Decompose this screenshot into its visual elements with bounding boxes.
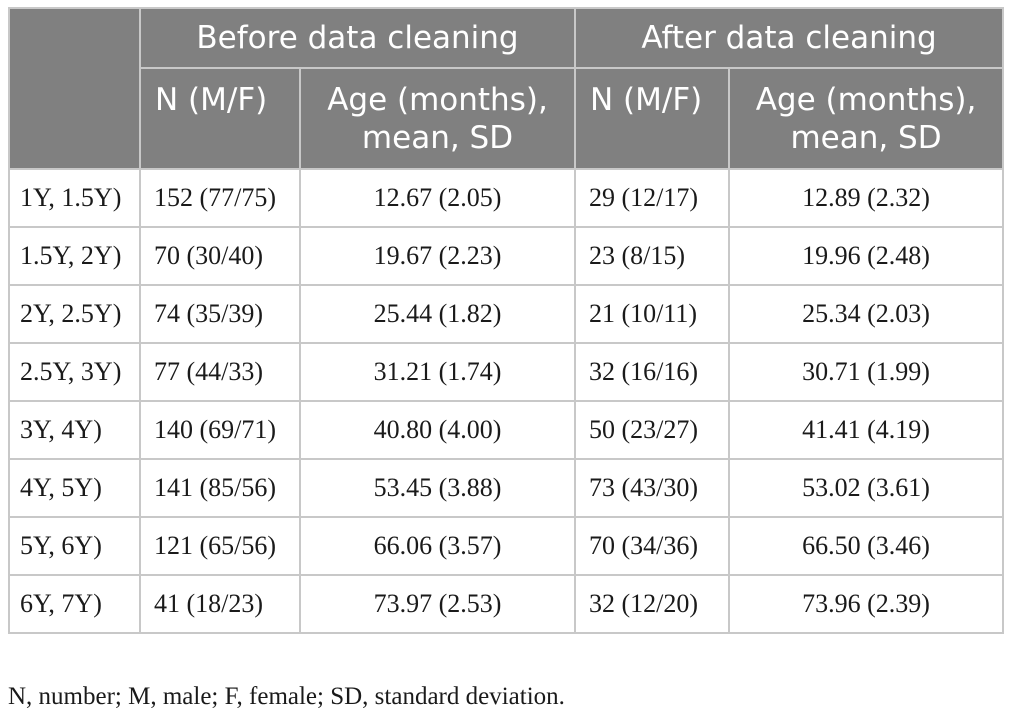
table-row: 2.5Y, 3Y) 77 (44/33) 31.21 (1.74) 32 (16… <box>8 342 1005 402</box>
header-before-age-line1: Age (months), <box>327 82 548 118</box>
data-table: Before data cleaning After data cleaning… <box>8 7 1005 634</box>
header-row-groups: Before data cleaning After data cleaning <box>8 7 1005 170</box>
table-row: 6Y, 7Y) 41 (18/23) 73.97 (2.53) 32 (12/2… <box>8 574 1005 634</box>
after-n-cell: 32 (12/20) <box>574 574 731 634</box>
table-row: 4Y, 5Y) 141 (85/56) 53.45 (3.88) 73 (43/… <box>8 458 1005 518</box>
table-row: 5Y, 6Y) 121 (65/56) 66.06 (3.57) 70 (34/… <box>8 516 1005 576</box>
header-after-n: N (M/F) <box>574 67 731 170</box>
header-before-age-line2: mean, SD <box>361 120 514 156</box>
after-n-cell: 21 (10/11) <box>574 284 731 344</box>
age-group-label: 6Y, 7Y) <box>8 574 141 634</box>
before-n-cell: 70 (30/40) <box>139 226 301 286</box>
after-age-cell: 73.96 (2.39) <box>728 574 1005 634</box>
before-age-cell: 66.06 (3.57) <box>298 516 577 576</box>
after-age-cell: 53.02 (3.61) <box>728 458 1005 518</box>
header-row-columns: N (M/F) Age (months), mean, SD N (M/F) A… <box>9 67 1005 170</box>
before-n-cell: 140 (69/71) <box>139 400 301 460</box>
before-age-cell: 25.44 (1.82) <box>298 284 577 344</box>
after-n-cell: 73 (43/30) <box>574 458 731 518</box>
after-age-cell: 30.71 (1.99) <box>728 342 1005 402</box>
age-group-label: 5Y, 6Y) <box>8 516 141 576</box>
table-row: 3Y, 4Y) 140 (69/71) 40.80 (4.00) 50 (23/… <box>8 400 1005 460</box>
before-age-cell: 19.67 (2.23) <box>298 226 577 286</box>
after-age-cell: 12.89 (2.32) <box>728 168 1005 228</box>
after-n-cell: 32 (16/16) <box>574 342 731 402</box>
before-n-cell: 74 (35/39) <box>139 284 301 344</box>
age-group-label: 3Y, 4Y) <box>8 400 141 460</box>
header-after-n-label: N (M/F) <box>590 82 703 118</box>
before-age-cell: 53.45 (3.88) <box>298 458 577 518</box>
before-n-cell: 41 (18/23) <box>139 574 301 634</box>
header-before-age: Age (months), mean, SD <box>298 67 577 170</box>
before-n-cell: 141 (85/56) <box>139 458 301 518</box>
after-age-cell: 25.34 (2.03) <box>728 284 1005 344</box>
header-before-n-label: N (M/F) <box>155 82 268 118</box>
header-before-group: Before data cleaning <box>138 7 577 69</box>
after-age-cell: 66.50 (3.46) <box>728 516 1005 576</box>
after-n-cell: 50 (23/27) <box>574 400 731 460</box>
table-footnote: N, number; M, male; F, female; SD, stand… <box>8 683 565 710</box>
age-group-label: 2.5Y, 3Y) <box>8 342 141 402</box>
table-row: 1.5Y, 2Y) 70 (30/40) 19.67 (2.23) 23 (8/… <box>8 226 1005 286</box>
age-group-label: 4Y, 5Y) <box>8 458 141 518</box>
before-age-cell: 12.67 (2.05) <box>298 168 577 228</box>
table-row: 1Y, 1.5Y) 152 (77/75) 12.67 (2.05) 29 (1… <box>8 168 1005 228</box>
header-after-age: Age (months), mean, SD <box>728 67 1005 170</box>
after-age-cell: 41.41 (4.19) <box>728 400 1005 460</box>
table-row: 2Y, 2.5Y) 74 (35/39) 25.44 (1.82) 21 (10… <box>8 284 1005 344</box>
after-n-cell: 29 (12/17) <box>574 168 731 228</box>
before-age-cell: 40.80 (4.00) <box>298 400 577 460</box>
after-n-cell: 70 (34/36) <box>574 516 731 576</box>
before-n-cell: 77 (44/33) <box>139 342 301 402</box>
before-n-cell: 152 (77/75) <box>139 168 301 228</box>
before-age-cell: 31.21 (1.74) <box>298 342 577 402</box>
age-group-label: 1Y, 1.5Y) <box>8 168 141 228</box>
header-after-age-line1: Age (months), <box>755 82 977 118</box>
header-corner-cell <box>8 7 141 170</box>
before-age-cell: 73.97 (2.53) <box>298 574 577 634</box>
age-group-label: 1.5Y, 2Y) <box>8 226 141 286</box>
before-n-cell: 121 (65/56) <box>139 516 301 576</box>
header-after-age-line2: mean, SD <box>790 120 942 156</box>
header-after-group: After data cleaning <box>574 7 1005 69</box>
age-group-label: 2Y, 2.5Y) <box>8 284 141 344</box>
header-before-n: N (M/F) <box>139 67 301 170</box>
after-n-cell: 23 (8/15) <box>574 226 731 286</box>
after-age-cell: 19.96 (2.48) <box>728 226 1005 286</box>
